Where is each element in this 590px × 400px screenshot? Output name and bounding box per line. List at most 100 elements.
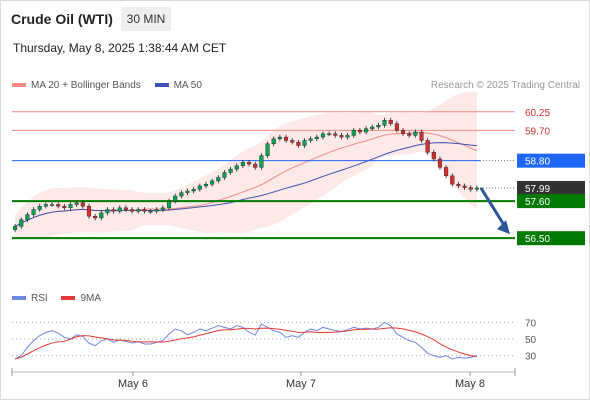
candle-body: [80, 202, 85, 207]
candle-body: [364, 128, 369, 133]
candle-body: [259, 155, 264, 168]
price-legend: MA 20 + Bollinger Bands MA 50: [12, 80, 213, 91]
level-label: 60.25: [525, 108, 550, 119]
candle-body: [320, 133, 326, 138]
candle-body: [74, 202, 79, 205]
rsi-level-label: 50: [525, 335, 537, 346]
candle-body: [370, 126, 375, 129]
candle-body: [413, 131, 418, 136]
candle-body: [382, 120, 387, 126]
candle-body: [19, 219, 24, 227]
candle-body: [86, 205, 92, 217]
bollinger-legend-label: MA 20 + Bollinger Bands: [31, 80, 141, 91]
candle-body: [136, 209, 141, 212]
bollinger-swatch: [12, 83, 26, 88]
level-tag: [517, 153, 585, 168]
candle-body: [419, 131, 424, 141]
candle-body: [400, 130, 406, 134]
candle-body: [271, 138, 276, 145]
legend-ma50: MA 50: [154, 80, 202, 91]
candle-body: [283, 136, 289, 141]
candle-body: [388, 120, 393, 124]
candle-body: [234, 165, 239, 170]
candle-body: [173, 195, 178, 202]
candle-body: [468, 187, 473, 190]
datetime-label: Thursday, May 8, 2025 1:38:44 AM CET: [13, 41, 227, 55]
candle-body: [277, 136, 282, 139]
candle-body: [31, 209, 36, 215]
candle-body: [339, 135, 344, 138]
candle-body: [302, 140, 307, 146]
candle-body: [210, 180, 215, 185]
timeframe-badge[interactable]: 30 MIN: [121, 7, 171, 31]
candle-body: [290, 140, 295, 143]
rsi-swatch: [12, 296, 26, 301]
candle-body: [327, 133, 332, 135]
candle-body: [191, 189, 196, 192]
ma50-legend-label: MA 50: [173, 80, 202, 91]
candle-body: [351, 130, 356, 136]
credit-text: Research © 2025 Trading Central: [430, 80, 580, 91]
candle-body: [308, 138, 313, 141]
level-tag: [517, 194, 585, 209]
level-label: 59.70: [525, 126, 550, 137]
candle-body: [62, 205, 67, 209]
candle-body: [166, 200, 172, 209]
rsi-level-label: 30: [525, 352, 537, 363]
level-tag: [517, 180, 585, 195]
rsi-level-label: 70: [525, 318, 537, 329]
candle-body: [185, 190, 190, 193]
ma9-legend-label: 9MA: [80, 293, 102, 304]
candle-body: [314, 136, 319, 139]
candle-body: [228, 168, 233, 173]
candle-body: [111, 209, 116, 212]
candle-body: [444, 167, 449, 177]
forecast-arrow-head: [497, 220, 510, 235]
candle-body: [376, 125, 381, 128]
candle-body: [117, 207, 122, 212]
candle-body: [450, 175, 455, 185]
candle-body: [333, 133, 338, 136]
candle-body: [394, 123, 399, 131]
candle-body: [437, 158, 443, 168]
candle-body: [247, 162, 252, 165]
level-label: 57.60: [525, 197, 550, 208]
ma50-swatch: [154, 83, 169, 88]
candle-body: [253, 163, 258, 168]
rsi-legend-label: RSI: [31, 293, 48, 304]
level-label: 56.50: [525, 234, 550, 245]
candle-body: [68, 204, 73, 209]
ma50-line: [14, 142, 477, 227]
candle-body: [431, 152, 436, 160]
level-label: 58.80: [525, 157, 550, 168]
ma9-swatch: [61, 296, 76, 301]
candle-body: [179, 192, 184, 197]
candle-body: [56, 204, 61, 207]
candle-body: [357, 130, 362, 133]
candle-body: [37, 205, 42, 210]
candle-body: [462, 185, 467, 188]
candle-body: [216, 177, 221, 182]
rsi-legend: RSI 9MA: [12, 293, 112, 304]
level-tag: [517, 231, 585, 246]
candle-body: [222, 172, 227, 178]
candle-body: [99, 212, 104, 219]
x-tick-label: May 6: [118, 378, 148, 390]
forecast-arrow-shaft: [479, 187, 508, 229]
rsi-line: [14, 321, 478, 360]
candle-body: [474, 187, 479, 190]
candle-body: [142, 209, 147, 212]
level-label: 57.99: [525, 184, 550, 195]
candle-body: [296, 141, 301, 146]
candle-body: [13, 226, 18, 230]
rsi-ma9-line: [14, 327, 477, 360]
candle-body: [203, 184, 209, 187]
candle-body: [240, 162, 245, 166]
candle-body: [345, 135, 350, 138]
candle-body: [123, 207, 128, 210]
candle-body: [407, 133, 412, 136]
legend-bollinger: MA 20 + Bollinger Bands: [12, 80, 141, 91]
candle-body: [49, 204, 55, 206]
candle-body: [93, 216, 98, 219]
